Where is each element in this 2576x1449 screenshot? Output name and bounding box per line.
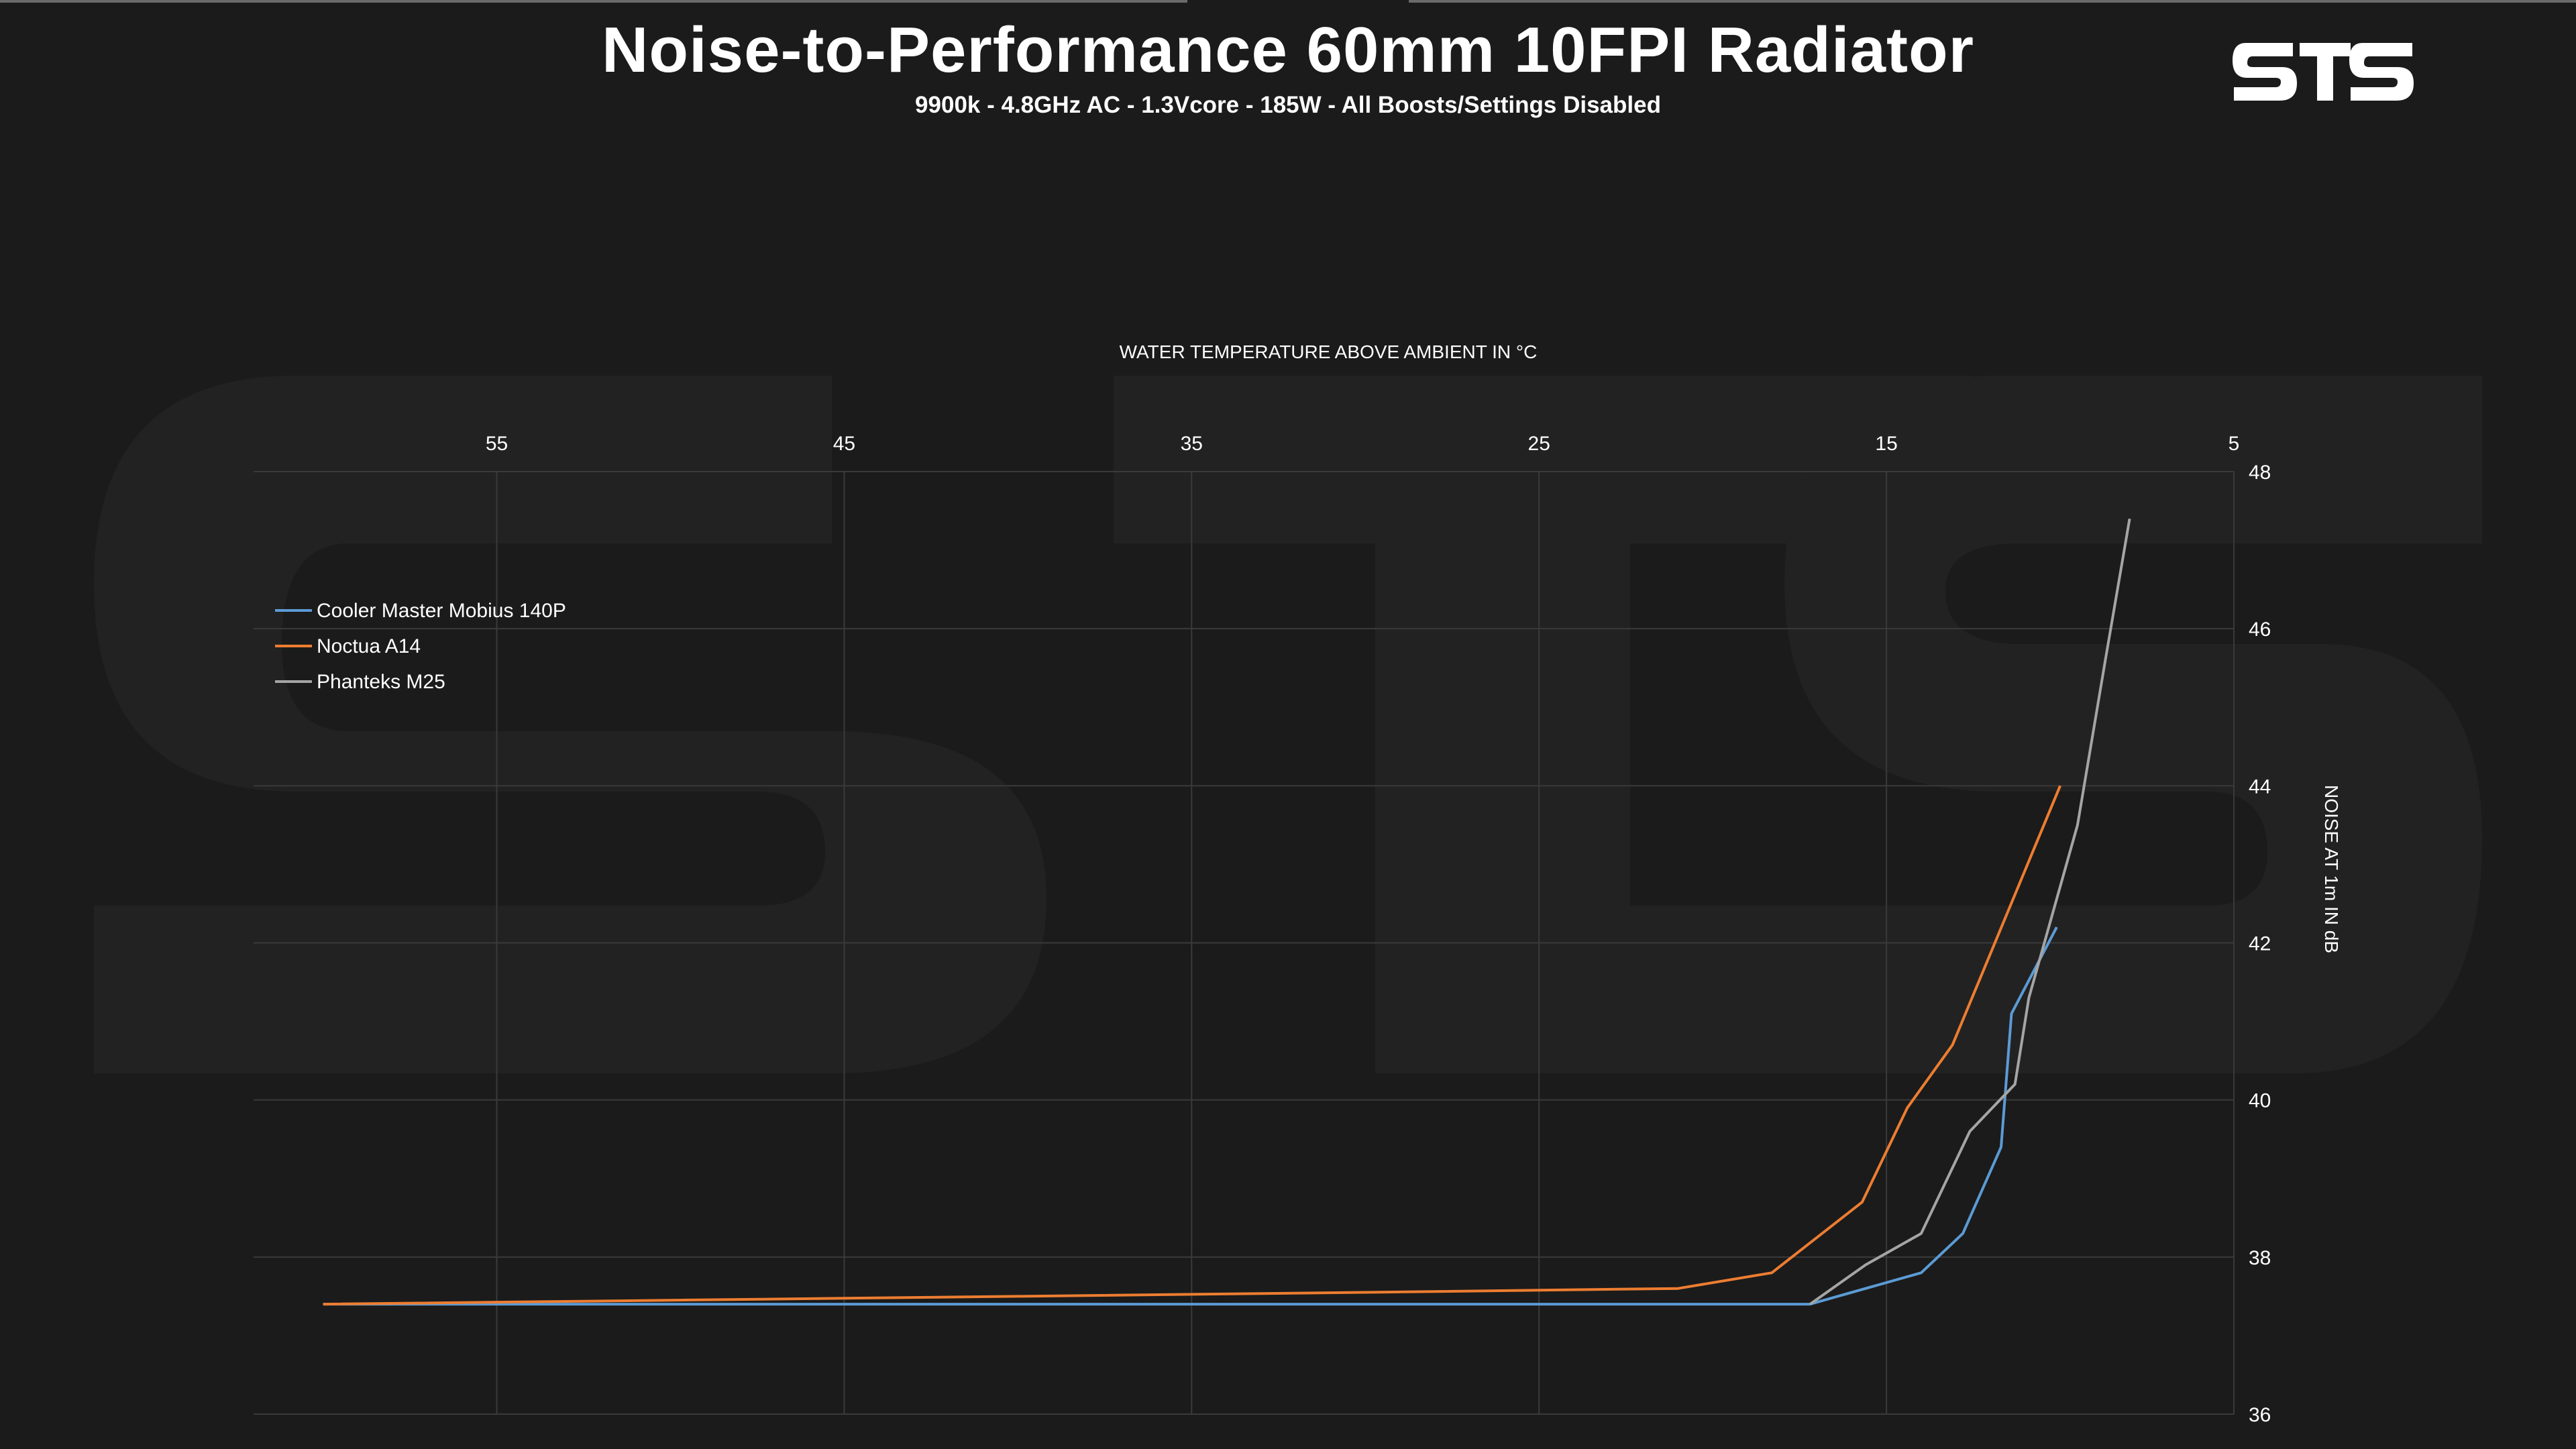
x-tick-label-2: 35 — [1181, 433, 1203, 455]
series-lines — [323, 518, 2131, 1306]
legend-label-0: Cooler Master Mobius 140P — [317, 600, 566, 622]
x-tick-label-1: 45 — [833, 433, 855, 455]
y-tick-label-6: 48 — [2249, 462, 2271, 484]
x-tick-label-5: 5 — [2229, 433, 2240, 455]
x-tick-labels: 55 45 35 25 15 5 — [486, 433, 2240, 455]
series-line-noctua-a14 — [323, 785, 2061, 1306]
y-tick-label-3: 42 — [2249, 933, 2271, 955]
x-tick-label-0: 55 — [486, 433, 508, 455]
y-tick-label-2: 40 — [2249, 1090, 2271, 1112]
chart-title: Noise-to-Performance 60mm 10FPI Radiator — [602, 14, 1974, 86]
legend-label-1: Noctua A14 — [317, 635, 421, 657]
sts-logo — [2233, 43, 2414, 101]
y-tick-label-5: 46 — [2249, 619, 2271, 641]
top-border-gap — [1187, 0, 1409, 3]
series-line-cooler-master-mobius-140p — [323, 926, 2058, 1306]
y-tick-labels: 36 38 40 42 44 46 48 — [2249, 462, 2271, 1426]
y-axis-label: NOISE AT 1m IN dB — [2321, 785, 2342, 953]
x-tick-label-3: 25 — [1528, 433, 1550, 455]
legend-label-2: Phanteks M25 — [317, 671, 445, 693]
x-axis-label: WATER TEMPERATURE ABOVE AMBIENT IN °C — [1120, 341, 1538, 362]
y-tick-label-0: 36 — [2249, 1404, 2271, 1426]
legend: Cooler Master Mobius 140P Noctua A14 Phant… — [275, 600, 566, 693]
x-tick-label-4: 15 — [1875, 433, 1897, 455]
series-line-phanteks-m25 — [1809, 518, 2131, 1305]
y-tick-label-4: 44 — [2249, 775, 2271, 798]
grid-lines — [254, 471, 2235, 1415]
chart-subtitle: 9900k - 4.8GHz AC - 1.3Vcore - 185W - Al… — [915, 92, 1661, 118]
y-tick-label-1: 38 — [2249, 1247, 2271, 1269]
